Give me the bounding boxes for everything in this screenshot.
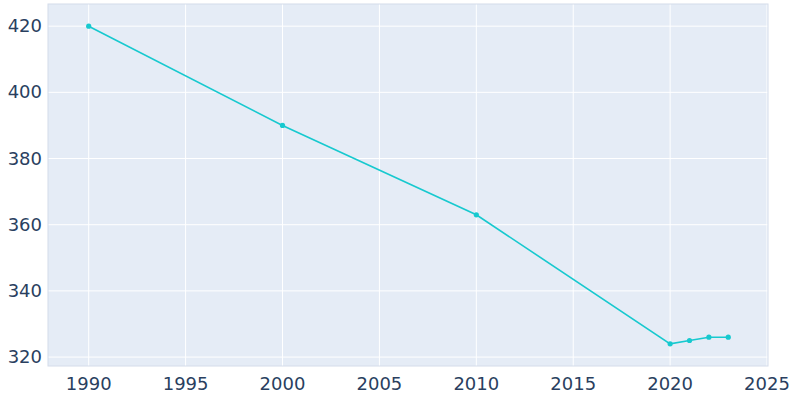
plot-background: [48, 4, 768, 366]
marker: [668, 341, 673, 346]
x-grid-line: [670, 4, 671, 366]
y-grid-line: [48, 158, 768, 159]
marker: [280, 123, 285, 128]
x-tick-label: 2000: [260, 373, 306, 394]
y-grid-line: [48, 357, 768, 358]
x-tick-label: 1990: [66, 373, 112, 394]
x-grid-line: [573, 4, 574, 366]
x-grid-line: [476, 4, 477, 366]
y-tick-label: 320: [8, 346, 42, 367]
y-tick-label: 340: [8, 280, 42, 301]
grid: [48, 4, 768, 366]
x-grid-line: [767, 4, 768, 366]
marker: [86, 24, 91, 29]
x-grid-line: [185, 4, 186, 366]
line: [89, 26, 729, 344]
x-tick-label: 2010: [453, 373, 499, 394]
y-tick-label: 420: [8, 15, 42, 36]
x-grid-line: [379, 4, 380, 366]
chart: 1990 1995 2000 2005 2010 2015 2020 2025 320 340 36…: [0, 0, 800, 400]
marker: [474, 212, 479, 217]
series: [86, 24, 731, 347]
x-grid-line: [282, 4, 283, 366]
tick-labels: 1990 1995 2000 2005 2010 2015 2020 2025 320 340 36…: [8, 15, 790, 394]
x-tick-label: 2025: [744, 373, 790, 394]
y-tick-label: 400: [8, 81, 42, 102]
y-grid-line: [48, 224, 768, 225]
marker: [726, 335, 731, 340]
y-tick-label: 380: [8, 148, 42, 169]
x-tick-label: 1995: [163, 373, 209, 394]
marker: [706, 335, 711, 340]
plot-frame: [48, 4, 768, 366]
x-tick-label: 2005: [357, 373, 403, 394]
x-tick-label: 2020: [647, 373, 693, 394]
y-grid-line: [48, 26, 768, 27]
y-grid-line: [48, 290, 768, 291]
y-tick-label: 360: [8, 214, 42, 235]
marker: [687, 338, 692, 343]
x-tick-label: 2015: [550, 373, 596, 394]
x-grid-line: [88, 4, 89, 366]
y-grid-line: [48, 92, 768, 93]
